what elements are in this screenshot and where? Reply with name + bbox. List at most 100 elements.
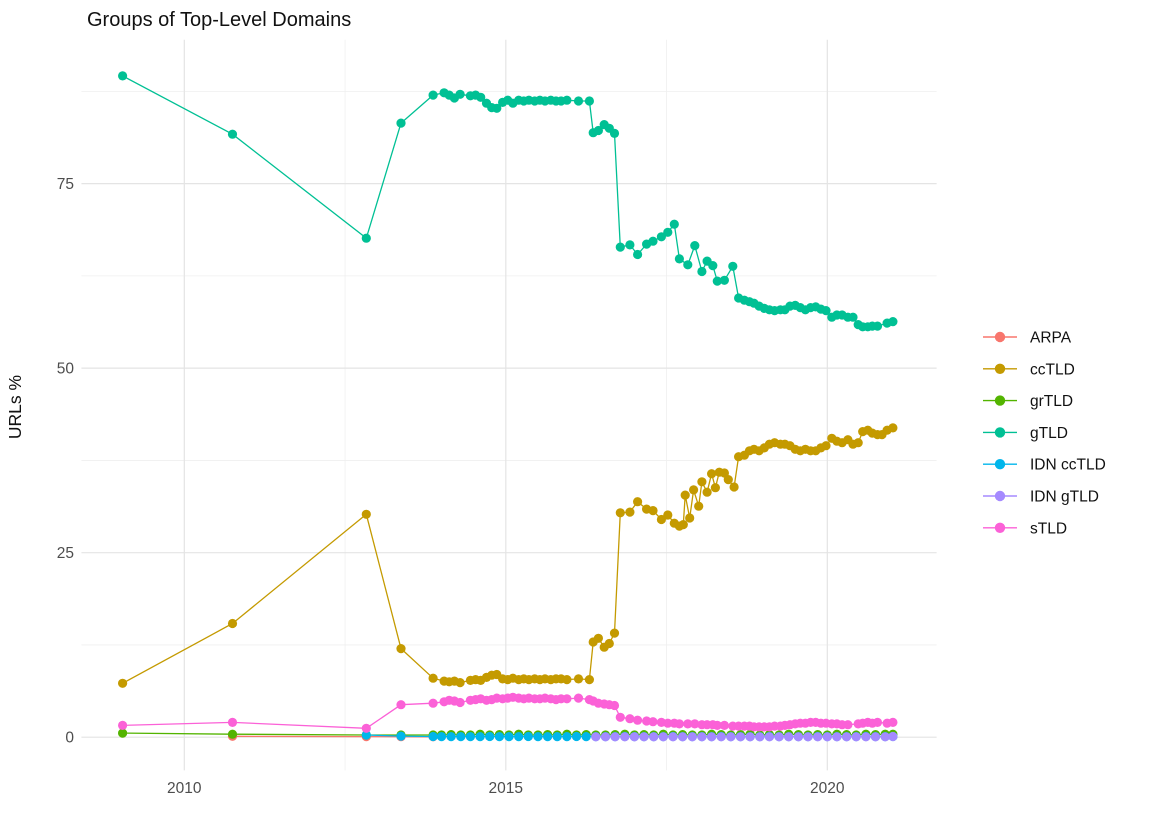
legend-label: IDN gTLD <box>1030 489 1099 506</box>
legend-item-arpa: ARPA <box>983 330 1072 347</box>
data-point <box>227 729 238 739</box>
data-point <box>485 731 495 742</box>
data-point <box>793 732 804 742</box>
y-tick-label: 50 <box>57 361 75 378</box>
data-point <box>361 723 371 733</box>
data-point <box>729 482 739 492</box>
data-point <box>728 261 738 271</box>
data-point <box>593 633 604 643</box>
data-point <box>396 731 406 741</box>
data-point <box>494 732 504 742</box>
data-point <box>514 732 524 742</box>
data-point <box>625 714 635 724</box>
data-point <box>118 720 128 731</box>
data-point <box>702 487 712 497</box>
data-point <box>719 720 730 731</box>
data-point <box>562 675 572 685</box>
data-point <box>663 718 673 728</box>
data-point <box>396 118 406 128</box>
data-point <box>674 719 685 729</box>
data-point <box>118 71 128 81</box>
data-point <box>625 507 635 517</box>
data-point <box>455 89 465 99</box>
data-point <box>428 698 438 708</box>
legend: ARPA ccTLD grTLD gTLD IDN ccTLD IDN gTLD sTLD <box>983 330 1106 537</box>
data-point <box>584 675 595 685</box>
data-point <box>822 732 832 742</box>
data-point <box>396 700 406 710</box>
data-point <box>600 732 611 742</box>
data-point <box>648 236 658 246</box>
data-point <box>436 732 447 742</box>
data-point <box>687 732 697 742</box>
data-point <box>571 731 582 742</box>
legend-label: IDN ccTLD <box>1030 457 1106 474</box>
data-point <box>620 732 630 742</box>
data-point <box>428 731 438 742</box>
data-point <box>543 732 553 742</box>
data-point <box>533 732 543 742</box>
data-point <box>690 719 700 729</box>
legend-key-dot <box>994 395 1006 406</box>
y-tick-label: 75 <box>57 176 74 193</box>
data-point <box>492 103 502 113</box>
data-point <box>656 232 667 242</box>
data-point <box>615 508 625 518</box>
data-point <box>633 715 643 725</box>
data-point <box>615 242 625 252</box>
data-point <box>573 674 584 684</box>
data-point <box>821 306 831 316</box>
data-point <box>755 732 765 742</box>
data-point <box>678 732 688 742</box>
legend-item-grtld: grTLD <box>983 393 1073 410</box>
data-point <box>361 509 371 519</box>
data-point <box>832 732 842 742</box>
series-layer <box>118 71 898 742</box>
data-point <box>872 321 883 331</box>
data-point <box>465 732 475 742</box>
data-point <box>455 678 465 688</box>
series-idn-gtld <box>591 731 898 742</box>
data-point <box>593 125 604 136</box>
data-point <box>712 276 722 286</box>
data-point <box>880 732 890 742</box>
data-point <box>697 266 707 277</box>
legend-item-idn-cctld: IDN ccTLD <box>983 457 1106 474</box>
data-point <box>428 673 438 683</box>
data-point <box>610 732 620 742</box>
data-point <box>456 732 466 742</box>
data-point <box>716 732 726 742</box>
data-point <box>813 732 823 742</box>
data-point <box>668 732 678 742</box>
data-point <box>861 732 871 742</box>
data-point <box>552 732 562 742</box>
data-point <box>562 732 572 742</box>
legend-label: sTLD <box>1030 520 1067 537</box>
data-point <box>609 700 620 711</box>
data-point <box>658 732 668 742</box>
data-point <box>476 92 486 102</box>
data-point <box>843 720 853 730</box>
data-point <box>735 732 746 742</box>
y-axis-title: URLs % <box>5 375 25 439</box>
data-point <box>591 732 601 742</box>
legend-label: ccTLD <box>1030 361 1075 378</box>
gridlines <box>81 39 937 771</box>
data-point <box>888 423 898 433</box>
data-point <box>648 506 658 516</box>
data-point <box>690 241 700 251</box>
data-point <box>669 219 679 229</box>
legend-key-dot <box>994 331 1006 343</box>
legend-key-dot <box>994 522 1006 533</box>
data-point <box>774 732 784 742</box>
data-point <box>118 678 128 688</box>
data-point <box>764 732 775 742</box>
data-point <box>888 317 898 327</box>
data-point <box>633 497 643 507</box>
data-point <box>629 732 640 742</box>
legend-label: grTLD <box>1030 393 1073 410</box>
series-gtld <box>118 71 898 332</box>
data-point <box>870 732 881 742</box>
axis-labels: 0 25 50 75 2010 2015 2020 <box>57 176 845 797</box>
